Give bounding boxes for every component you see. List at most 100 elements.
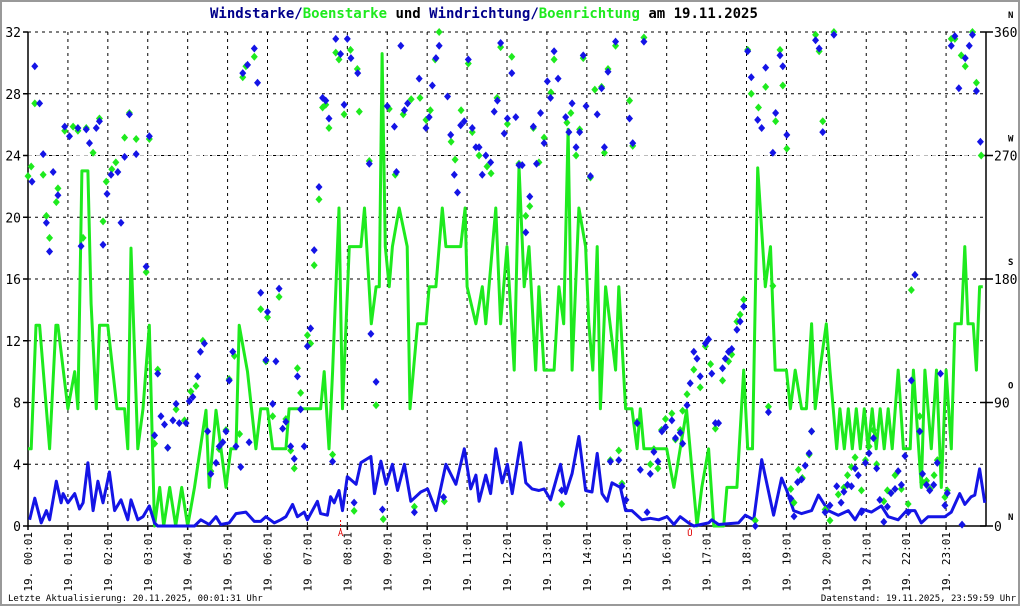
x-tick-label: 19. 02:01 [102, 532, 115, 592]
boenrichtung-point [873, 460, 881, 469]
windrichtung-point [779, 62, 787, 71]
boenrichtung-point [819, 117, 827, 126]
boenrichtung-point [435, 28, 443, 36]
windrichtung-point [367, 329, 375, 338]
x-tick-label: 19. 17:01 [701, 532, 714, 592]
boenrichtung-point [972, 78, 980, 87]
windrichtung-point [92, 124, 100, 133]
windrichtung-point [383, 102, 391, 111]
windrichtung-point [95, 117, 103, 126]
boenrichtung-point [626, 96, 634, 105]
windrichtung-point [826, 501, 834, 510]
windrichtung-point [715, 419, 723, 428]
windrichtung-point [719, 364, 727, 373]
windrichtung-point [598, 84, 606, 93]
title-wind-direction: Windrichtung/ [429, 6, 539, 22]
boenrichtung-point [787, 484, 795, 493]
boenrichtung-point [679, 406, 687, 415]
windrichtung-point [450, 170, 458, 179]
windrichtung-point [636, 465, 644, 474]
boenrichtung-point [567, 108, 575, 117]
windrichtung-point [244, 60, 252, 69]
windrichtung-point [933, 458, 941, 467]
windrichtung-point [911, 270, 919, 279]
windrichtung-point [543, 77, 551, 86]
boenrichtung-point [696, 383, 704, 392]
windrichtung-point [390, 122, 398, 131]
boenrichtung-point [508, 52, 516, 61]
windrichtung-point [365, 159, 373, 168]
windrichtung-point [533, 159, 541, 168]
boenrichtung-point [52, 198, 60, 207]
windrichtung-point [194, 372, 202, 381]
windrichtung-point [772, 108, 780, 117]
windrichtung-point [237, 462, 245, 471]
windrichtung-point [547, 93, 555, 102]
windrichtung-point [897, 480, 905, 489]
windrichtung-point [661, 423, 669, 432]
x-tick-label: 19. 09:01 [381, 532, 394, 592]
boenrichtung-point [740, 295, 748, 304]
boenrichtung-point [711, 424, 719, 433]
x-tick-label: 19. 18:01 [741, 532, 754, 592]
windrichtung-point [754, 115, 762, 124]
windrichtung-point [558, 486, 566, 495]
windrichtung-point [840, 487, 848, 496]
boenrichtung-point [347, 45, 355, 54]
boenrichtung-point [102, 177, 110, 186]
windrichtung-point [600, 143, 608, 152]
boenrichtung-point [322, 100, 330, 109]
windrichtung-point [337, 49, 345, 58]
title-date: am 19.11.2025 [640, 6, 758, 22]
windrichtung-point [497, 38, 505, 47]
windrichtung-point [861, 458, 869, 467]
windrichtung-point [54, 191, 62, 200]
boenrichtung-point [54, 184, 62, 193]
windrichtung-point [615, 456, 623, 465]
windrichtung-point [936, 369, 944, 378]
boenrichtung-point [747, 89, 755, 98]
x-tick-label: 19. 22:01 [900, 532, 913, 592]
boenrichtung-point [250, 52, 258, 61]
windrichtung-point [821, 508, 829, 517]
boenrichtung-point [468, 128, 476, 137]
windrichtung-point [464, 55, 472, 64]
windrichtung-point [529, 122, 537, 131]
windrichtung-point [526, 192, 534, 201]
windrichtung-point [46, 247, 54, 256]
windrichtung-point [400, 106, 408, 115]
boenrichtung-point [869, 425, 877, 434]
windrichtung-point [654, 457, 662, 466]
windrichtung-point [77, 242, 85, 251]
windrichtung-point [487, 158, 495, 167]
windrichtung-point [212, 458, 220, 467]
y2-tick-label: 90 [994, 397, 1010, 412]
windrichtung-point [117, 218, 125, 227]
windrichtung-point [612, 37, 620, 46]
windrichtung-point [643, 508, 651, 517]
y-tick-label: 32 [5, 26, 21, 41]
y2-tick-label: 0 [994, 520, 1002, 535]
boenrichtung-point [683, 390, 691, 399]
windrichtung-point [582, 102, 590, 111]
windrichtung-point [923, 480, 931, 489]
windrichtung-point [508, 69, 516, 78]
windrichtung-point [847, 482, 855, 491]
boenrichtung-point [355, 107, 363, 116]
boenrichtung-point [783, 144, 791, 153]
x-tick-label: 19. 23:01 [940, 532, 953, 592]
boenrichtung-point [754, 103, 762, 112]
windrichtung-point [343, 34, 351, 43]
windrichtung-point [708, 369, 716, 378]
windrichtung-point [500, 129, 508, 138]
windrichtung-point [478, 170, 486, 179]
windrichtung-point [880, 517, 888, 526]
boenrichtung-point [930, 471, 938, 480]
boenrichtung-point [192, 382, 200, 391]
boenrichtung-point [776, 45, 784, 54]
boenrichtung-point [27, 162, 35, 171]
boenrichtung-point [451, 155, 459, 164]
boenrichtung-point [772, 117, 780, 126]
boenrichtung-point [275, 292, 283, 301]
